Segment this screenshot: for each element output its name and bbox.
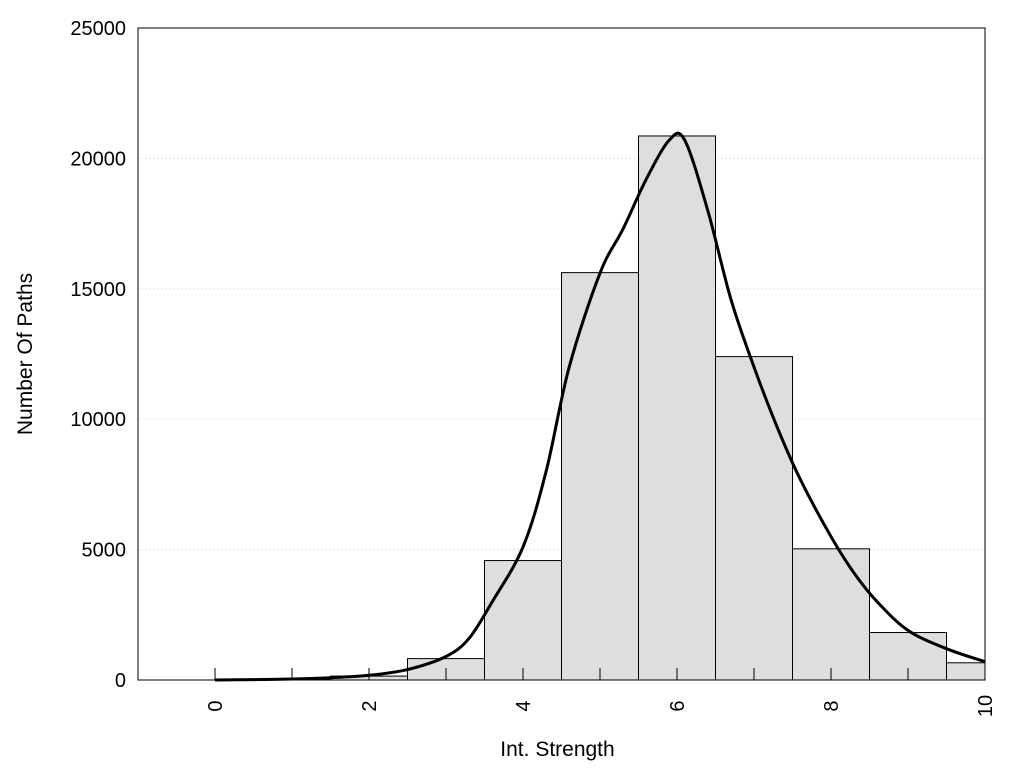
x-tick-label: 4	[513, 700, 535, 711]
histogram-bar	[484, 560, 562, 681]
histogram-bar	[638, 135, 716, 681]
plot-frame	[137, 27, 986, 681]
x-tick-label: 10	[975, 695, 997, 717]
x-tick-label: 6	[667, 700, 689, 711]
y-tick-label: 25000	[70, 18, 126, 40]
x-axis-title: Int. Strength	[500, 738, 614, 761]
y-tick-label: 5000	[82, 540, 127, 562]
bars	[253, 135, 986, 681]
y-axis-title: Number Of Paths	[14, 273, 37, 435]
x-tick-label: 2	[359, 700, 381, 711]
x-tick-label: 0	[205, 700, 227, 711]
y-tick-label: 10000	[70, 409, 126, 431]
y-tick-label: 20000	[70, 148, 126, 170]
density-curve	[214, 131, 986, 682]
histogram-bar	[946, 662, 986, 681]
histogram-bar	[792, 548, 870, 681]
histogram-bar	[715, 356, 793, 681]
y-tick-labels: 0 5000 10000 15000 20000 25000	[70, 18, 126, 692]
x-tick-labels: 0 2 4 6 8 10	[205, 695, 997, 717]
y-tick-label: 0	[115, 670, 126, 692]
y-tick-label: 15000	[70, 279, 126, 301]
histogram-bar	[561, 272, 639, 681]
x-tick-label: 8	[821, 700, 843, 711]
